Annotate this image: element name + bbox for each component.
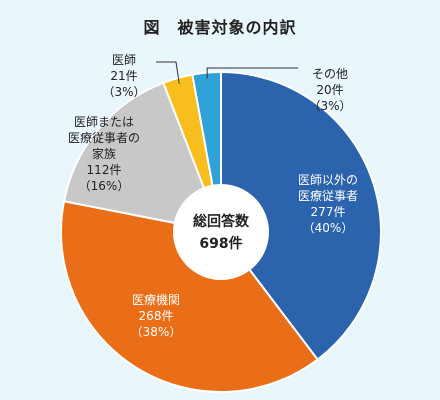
data-label-family: （16%）	[79, 179, 130, 193]
data-label-medical-institution: （38%）	[131, 325, 182, 339]
data-label-non-physician-staff: 医師以外の	[298, 173, 358, 187]
leader-line-other	[206, 67, 298, 79]
leader-line-physician	[156, 61, 180, 84]
center-label-line: 総回答数	[193, 213, 250, 230]
data-label-medical-institution: 医療機関	[132, 292, 180, 307]
chart-title: 図 被害対象の内訳	[143, 18, 297, 37]
data-label-physician: 医師	[112, 53, 136, 67]
pie-slice-medical-institution	[60, 200, 319, 393]
data-label-physician: 21件	[110, 69, 137, 83]
pie-center-hole	[173, 184, 269, 280]
data-label-other: その他	[312, 67, 348, 81]
data-label-family: 112件	[87, 163, 122, 177]
data-label-family: 家族	[92, 146, 116, 161]
data-label-non-physician-staff: 277件	[311, 205, 346, 219]
center-label-line: 698件	[199, 235, 242, 252]
data-label-physician: （3%）	[102, 85, 145, 99]
data-label-family: 医師または	[74, 115, 134, 129]
data-label-family: 医療従事者の	[68, 131, 140, 145]
pie-slice-family	[62, 81, 223, 234]
data-label-non-physician-staff: 医療従事者	[298, 189, 358, 203]
data-label-other: （3%）	[308, 99, 351, 113]
data-label-medical-institution: 268件	[139, 309, 174, 323]
data-label-other: 20件	[316, 83, 343, 97]
pie-slice-non-physician-staff	[220, 70, 382, 361]
data-label-non-physician-staff: （40%）	[303, 221, 354, 235]
